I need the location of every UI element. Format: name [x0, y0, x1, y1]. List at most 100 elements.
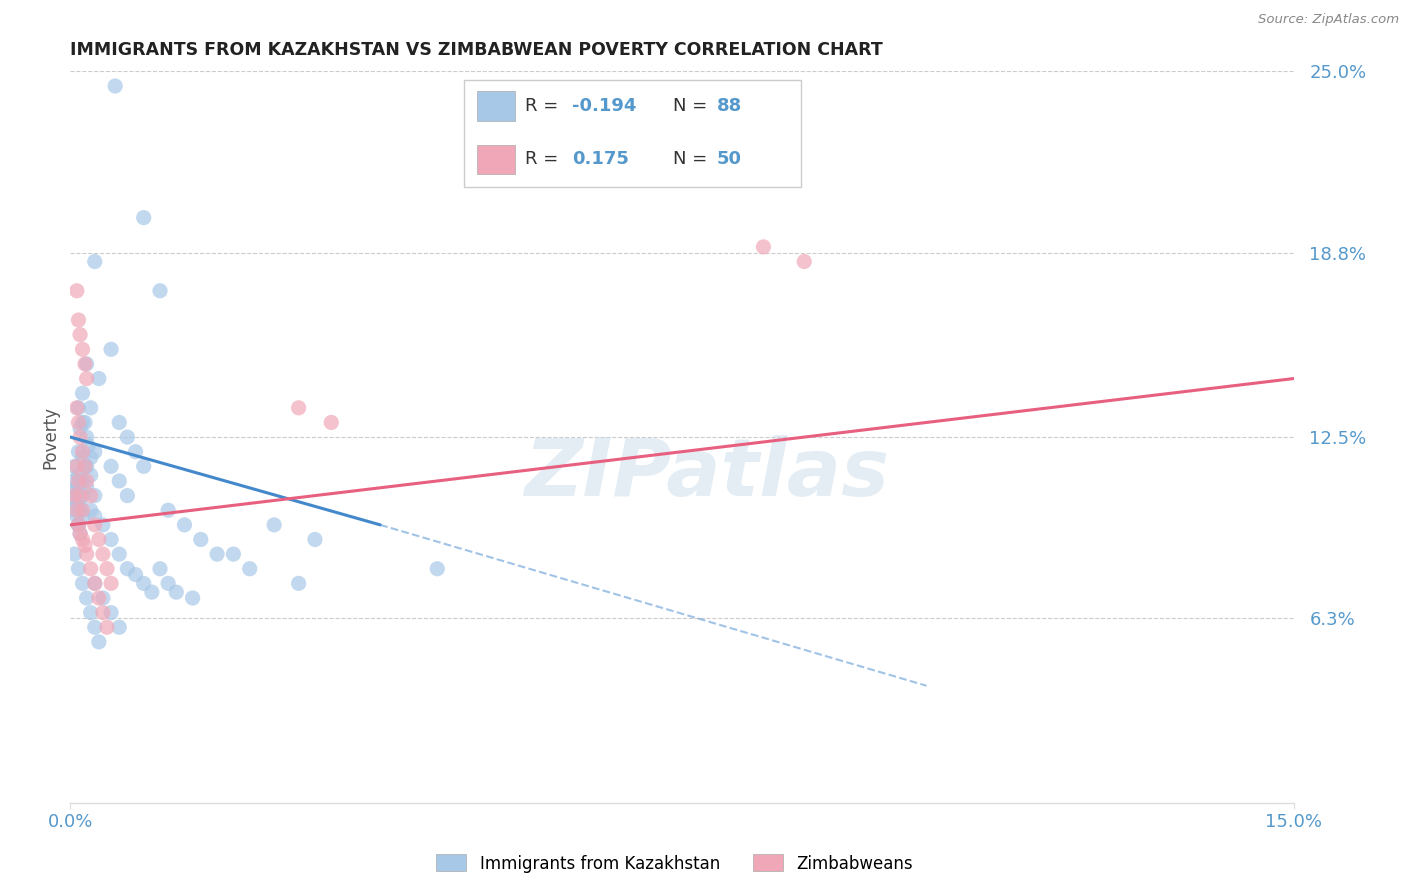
Y-axis label: Poverty: Poverty: [41, 406, 59, 468]
Point: [104, 78, 127, 93]
Text: 88: 88: [717, 97, 742, 115]
Point: [79, 401, 103, 415]
Point: [72, 503, 94, 517]
Point: [124, 444, 146, 458]
Point: [83, 254, 105, 268]
Point: [87, 635, 110, 649]
Point: [67, 416, 90, 430]
Point: [157, 503, 180, 517]
Point: [83, 509, 105, 524]
Point: [100, 533, 122, 547]
Point: [752, 240, 775, 254]
Point: [67, 401, 90, 415]
Point: [83, 576, 105, 591]
Point: [72, 576, 94, 591]
Point: [79, 606, 103, 620]
Point: [100, 459, 122, 474]
Text: Source: ZipAtlas.com: Source: ZipAtlas.com: [1258, 13, 1399, 27]
Point: [141, 585, 163, 599]
Point: [72, 386, 94, 401]
Point: [100, 606, 122, 620]
Point: [132, 459, 155, 474]
Text: 0.175: 0.175: [572, 151, 628, 169]
Point: [69, 526, 91, 541]
Point: [69, 503, 91, 517]
Point: [72, 474, 94, 488]
Point: [72, 343, 94, 357]
Text: N =: N =: [673, 97, 713, 115]
Point: [79, 489, 103, 503]
Point: [63, 489, 86, 503]
Point: [108, 620, 131, 634]
Point: [69, 474, 91, 488]
Point: [132, 576, 155, 591]
Point: [67, 468, 90, 483]
Point: [96, 562, 118, 576]
Text: -0.194: -0.194: [572, 97, 637, 115]
Point: [69, 327, 91, 342]
Point: [73, 416, 96, 430]
Point: [63, 489, 86, 503]
Point: [100, 576, 122, 591]
Legend: Immigrants from Kazakhstan, Zimbabweans: Immigrants from Kazakhstan, Zimbabweans: [430, 847, 920, 880]
Point: [79, 503, 103, 517]
Point: [67, 517, 90, 532]
Point: [100, 343, 122, 357]
Point: [73, 459, 96, 474]
Point: [76, 459, 98, 474]
Point: [72, 444, 94, 458]
FancyBboxPatch shape: [478, 145, 515, 175]
Point: [793, 254, 815, 268]
Point: [69, 489, 91, 503]
Point: [108, 474, 131, 488]
Point: [76, 474, 98, 488]
Point: [83, 444, 105, 458]
Point: [222, 547, 245, 561]
Point: [63, 547, 86, 561]
Point: [72, 416, 94, 430]
Point: [83, 489, 105, 503]
Point: [76, 480, 98, 494]
Text: IMMIGRANTS FROM KAZAKHSTAN VS ZIMBABWEAN POVERTY CORRELATION CHART: IMMIGRANTS FROM KAZAKHSTAN VS ZIMBABWEAN…: [70, 41, 883, 59]
Point: [117, 562, 139, 576]
Point: [67, 313, 90, 327]
Point: [149, 562, 172, 576]
Text: 50: 50: [717, 151, 742, 169]
Point: [77, 439, 100, 453]
Point: [73, 357, 96, 371]
Point: [87, 371, 110, 385]
Point: [69, 421, 91, 435]
Point: [108, 416, 131, 430]
Point: [79, 450, 103, 465]
Point: [69, 430, 91, 444]
Point: [63, 459, 86, 474]
Point: [73, 459, 96, 474]
Point: [91, 517, 114, 532]
Point: [173, 517, 195, 532]
Point: [67, 517, 90, 532]
Text: ZIPatlas: ZIPatlas: [524, 434, 889, 513]
Point: [73, 538, 96, 552]
Point: [67, 474, 90, 488]
Point: [165, 585, 187, 599]
Point: [66, 459, 89, 474]
Point: [76, 547, 98, 561]
Point: [157, 576, 180, 591]
Point: [66, 489, 89, 503]
Point: [190, 533, 212, 547]
Point: [149, 284, 172, 298]
Point: [66, 509, 89, 524]
Point: [117, 489, 139, 503]
Point: [117, 430, 139, 444]
Point: [124, 567, 146, 582]
Point: [66, 401, 89, 415]
Point: [79, 468, 103, 483]
Point: [72, 489, 94, 503]
Point: [91, 591, 114, 605]
Point: [83, 620, 105, 634]
Text: R =: R =: [524, 97, 564, 115]
Point: [287, 576, 309, 591]
Point: [96, 620, 118, 634]
Point: [72, 533, 94, 547]
Point: [72, 450, 94, 465]
